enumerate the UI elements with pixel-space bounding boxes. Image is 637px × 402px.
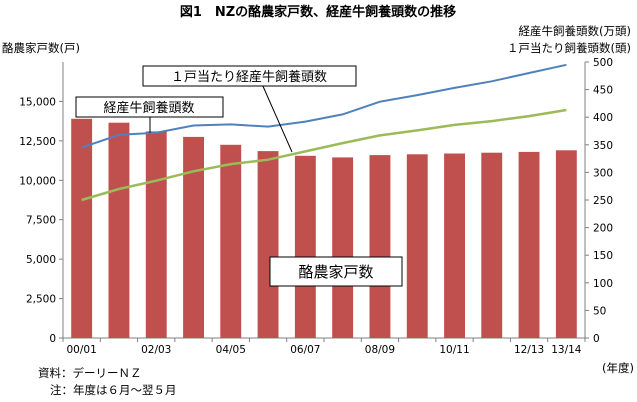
callout-per-farm: １戸当たり経産牛飼養頭数 [142, 65, 357, 153]
x-tick-label: 02/03 [141, 344, 171, 356]
callout-per-farm-leader [261, 83, 293, 153]
callout-farms-box [269, 256, 403, 287]
chart-title: 図1 NZの酪農家戸数、経産牛飼養頭数の推移 [180, 4, 456, 20]
x-tick-label: 12/13 [514, 344, 544, 356]
bar-farms-08-09 [369, 155, 391, 338]
bar-farms-09-10 [406, 154, 428, 338]
y-right-tick-label: 150 [593, 250, 613, 262]
x-tick-label: 10/11 [439, 344, 469, 356]
x-tick-label: 00/01 [67, 344, 97, 356]
y-right-axis-label-2: １戸当たり飼養頭数(頭) [507, 41, 631, 55]
x-tick-label: 08/09 [365, 344, 395, 356]
bar-farms-05-06 [257, 151, 279, 338]
x-unit-label: (年度) [602, 361, 634, 375]
y-left-tick-label: 5,000 [26, 254, 56, 266]
x-tick-label: 13/14 [551, 344, 582, 356]
y-right-tick-label: 500 [593, 57, 613, 69]
callout-farms-label: 酪農家戸数 [298, 263, 373, 281]
y-right-axis-label-1: 経産牛飼養頭数(万頭) [519, 24, 631, 38]
bar-farms-00-01 [71, 118, 93, 338]
bar-farms-03-04 [183, 136, 204, 338]
y-left-tick-label: 2,500 [26, 294, 56, 306]
bar-farms-02-03 [145, 131, 167, 338]
bar-farms-12-13 [518, 151, 540, 338]
y-right-tick-label: 350 [593, 140, 613, 152]
callout-farms: 酪農家戸数 [269, 256, 403, 287]
bar-farms-11-12 [481, 152, 503, 338]
callout-total: 経産牛飼養頭数 [75, 96, 224, 133]
y-right-tick-label: 100 [593, 278, 613, 290]
callout-total-label: 経産牛飼養頭数 [103, 100, 194, 116]
source-note: 資料：デーリーＮＺ [38, 366, 142, 380]
y-right-tick-label: 200 [593, 223, 613, 235]
y-right-tick-label: 250 [593, 195, 613, 207]
y-left-tick-label: 10,000 [19, 175, 56, 187]
bar-farms-07-08 [332, 157, 354, 338]
line-per-farm-cows [81, 108, 567, 202]
y-right-tick-label: 400 [593, 112, 613, 124]
bar-farms-06-07 [294, 155, 316, 338]
bar-farms-01-02 [108, 122, 130, 338]
x-tick-label: 06/07 [290, 344, 320, 356]
callout-per-farm-box [142, 65, 357, 87]
y-right-tick-label: 300 [593, 167, 613, 179]
line-total-cows [81, 63, 567, 149]
y-left-axis-label: 酪農家戸数(戸) [2, 41, 80, 55]
y-left-tick-label: 15,000 [19, 96, 56, 108]
x-tick-label: 04/05 [216, 344, 246, 356]
callout-per-farm-label: １戸当たり経産牛飼養頭数 [171, 69, 327, 85]
y-right-tick-label: 0 [593, 333, 600, 345]
y-right-tick-label: 450 [593, 85, 613, 97]
y-left-tick-label: 7,500 [26, 215, 56, 227]
y-right-tick-label: 50 [593, 305, 606, 317]
y-left-tick-label: 0 [49, 333, 56, 345]
callout-total-box [75, 96, 224, 118]
bar-farms-13-14 [555, 150, 577, 338]
bar-farms-10-11 [444, 153, 465, 338]
bar-farms-04-05 [220, 144, 242, 338]
y-left-tick-label: 12,500 [19, 136, 56, 148]
footnote: 注：年度は６月～翌５月 [50, 383, 177, 397]
